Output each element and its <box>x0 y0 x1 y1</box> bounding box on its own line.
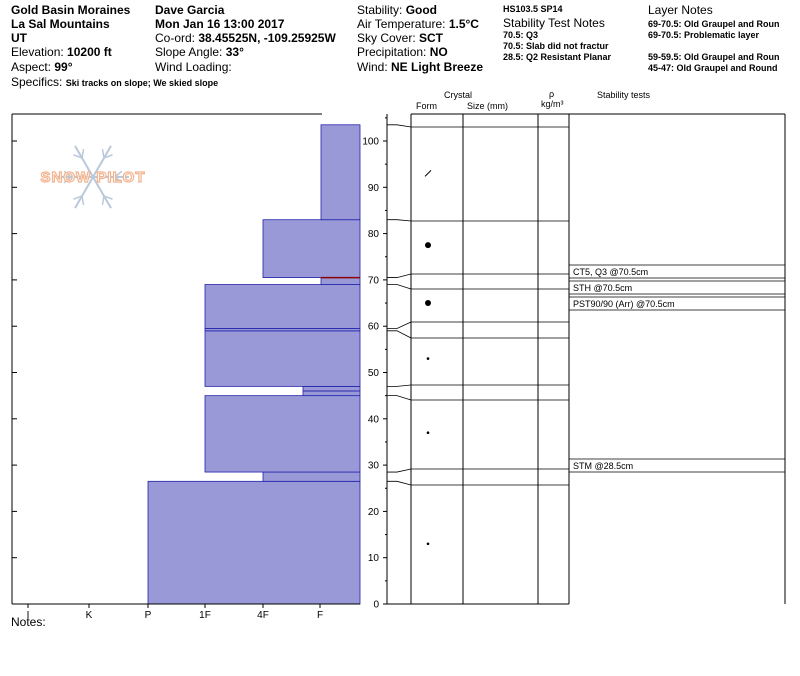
elevation: Elevation: 10200 ft <box>11 45 112 59</box>
snowflake-branch <box>63 170 72 178</box>
snowflake-branch <box>103 195 113 200</box>
stability-tests-header: Stability tests <box>597 90 651 100</box>
hardness-bar <box>147 480 361 605</box>
boundary-connector <box>387 395 412 401</box>
crystal-symbol <box>426 357 430 360</box>
stability-test-label: STH @70.5cm <box>573 283 632 293</box>
hardness-bar <box>204 284 361 329</box>
wind: Wind: NE Light Breeze <box>357 60 484 74</box>
crystal-symbol <box>424 170 432 177</box>
stability-test-label: STM @28.5cm <box>573 461 633 471</box>
boundary-connector <box>387 273 412 278</box>
boundary-connector <box>387 468 412 473</box>
snowflake-arm <box>74 145 94 178</box>
snow-height: HS103.5 SP14 <box>503 4 563 14</box>
air-temperature: Air Temperature: 1.5°C <box>357 17 479 31</box>
sky-cover: Sky Cover: SCT <box>357 31 444 45</box>
layer-note: 69-70.5: Old Graupel and Roun <box>648 19 780 29</box>
stability-note: 70.5: Slab did not fractur <box>503 41 609 51</box>
stability-rating: Stability: Good <box>357 3 438 17</box>
depth-tick-label: 0 <box>373 600 379 611</box>
boundary-connector <box>387 219 412 222</box>
boundary-connector <box>387 284 412 290</box>
coordinates: Co-ord: 38.45525N, -109.25925W <box>155 31 336 45</box>
observer: Dave Garcia <box>155 3 225 17</box>
date-time: Mon Jan 16 13:00 2017 <box>155 17 285 31</box>
crystal-header: Crystal <box>444 90 473 100</box>
crystal-symbol <box>425 300 431 307</box>
stability-test-notes-title: Stability Test Notes <box>503 16 605 30</box>
crystal-symbol <box>426 542 430 546</box>
snowflake-arm <box>92 176 112 209</box>
snowflake-branch <box>63 176 72 184</box>
boundary-connector <box>387 330 412 339</box>
hardness-bar <box>320 124 361 221</box>
depth-tick-label: 60 <box>368 322 380 333</box>
hardness-bar <box>262 471 361 482</box>
hardness-tick-label: 1F <box>199 610 211 621</box>
depth-tick-label: 70 <box>368 275 380 286</box>
snowflake-branch <box>81 148 85 159</box>
boundary-connector <box>387 321 412 329</box>
stability-test-label: CT5, Q3 @70.5cm <box>573 267 648 277</box>
snowflake-arm <box>92 145 112 178</box>
crystal-symbol <box>425 242 431 249</box>
snowflake-branch <box>101 195 105 206</box>
depth-tick-label: 80 <box>368 229 380 240</box>
stability-note: 28.5: Q2 Resistant Planar <box>503 52 612 62</box>
location-name: Gold Basin Moraines <box>11 3 131 17</box>
hardness-tick-label: 4F <box>257 610 269 621</box>
slope-angle: Slope Angle: 33° <box>155 45 244 59</box>
rho-header: ρ <box>549 89 555 99</box>
snowpilot-watermark: SNOW PILOT <box>40 145 146 209</box>
stability-test-label: PST90/90 (Arr) @70.5cm <box>573 299 675 309</box>
crystal-symbol <box>426 431 430 434</box>
hardness-tick-label: K <box>86 610 93 621</box>
snowflake-arm <box>74 176 94 209</box>
form-header: Form <box>416 101 437 111</box>
depth-tick-label: 40 <box>368 414 380 425</box>
snowflake-branch <box>73 154 83 159</box>
depth-tick-label: 20 <box>368 507 380 518</box>
snowflake-branch <box>81 195 85 206</box>
mountain-range: La Sal Mountains <box>11 17 110 31</box>
snowflake-branch <box>101 148 105 159</box>
layer-note: 45-47: Old Graupel and Round <box>648 63 778 73</box>
density-header: kg/m³ <box>541 99 564 109</box>
boundary-connector <box>387 384 412 387</box>
layer-note: 59-59.5: Old Graupel and Roun <box>648 52 780 62</box>
snowflake-branch <box>114 170 123 178</box>
snowflake-branch <box>114 176 123 184</box>
depth-tick-label: 30 <box>368 461 380 472</box>
hardness-bar <box>262 219 361 278</box>
size-header: Size (mm) <box>467 101 508 111</box>
aspect: Aspect: 99° <box>11 60 73 74</box>
depth-tick-label: 90 <box>368 183 380 194</box>
wind-loading: Wind Loading: <box>155 60 232 74</box>
layer-note: 69-70.5: Problematic layer <box>648 30 760 40</box>
depth-tick-label: 10 <box>368 553 380 564</box>
watermark-text: SNOW PILOT <box>41 169 146 186</box>
notes-label: Notes: <box>11 615 46 629</box>
hardness-tick-label: P <box>145 610 152 621</box>
hardness-bar <box>320 277 361 285</box>
hardness-tick-label: F <box>317 610 323 621</box>
hardness-bar <box>204 395 361 473</box>
hardness-bar <box>204 330 361 387</box>
hardness-tick-label: I <box>27 610 30 621</box>
layer-notes-title: Layer Notes <box>648 3 713 17</box>
depth-tick-label: 50 <box>368 368 380 379</box>
boundary-connector <box>387 480 412 486</box>
stability-note: 70.5: Q3 <box>503 30 539 40</box>
specifics: Specifics: Ski tracks on slope; We skied… <box>11 75 219 89</box>
depth-tick-label: 100 <box>362 137 379 148</box>
state: UT <box>11 31 27 45</box>
snowflake-branch <box>73 195 83 200</box>
boundary-connector <box>387 124 412 128</box>
precipitation: Precipitation: NO <box>357 45 448 59</box>
snowflake-branch <box>103 154 113 159</box>
